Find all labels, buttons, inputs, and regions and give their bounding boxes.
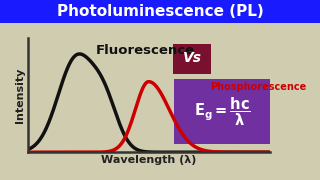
- Text: Vs: Vs: [183, 51, 202, 65]
- Text: $\mathbf{E_g = \dfrac{hc}{\lambda}}$: $\mathbf{E_g = \dfrac{hc}{\lambda}}$: [194, 96, 251, 128]
- Y-axis label: Intensity: Intensity: [15, 68, 25, 123]
- FancyBboxPatch shape: [174, 79, 269, 144]
- Text: Fluorescence: Fluorescence: [95, 44, 195, 57]
- Text: Photoluminescence (PL): Photoluminescence (PL): [57, 4, 263, 19]
- FancyBboxPatch shape: [173, 44, 212, 74]
- Text: Phosphorescence: Phosphorescence: [210, 82, 307, 92]
- X-axis label: Wavelength (λ): Wavelength (λ): [101, 155, 196, 165]
